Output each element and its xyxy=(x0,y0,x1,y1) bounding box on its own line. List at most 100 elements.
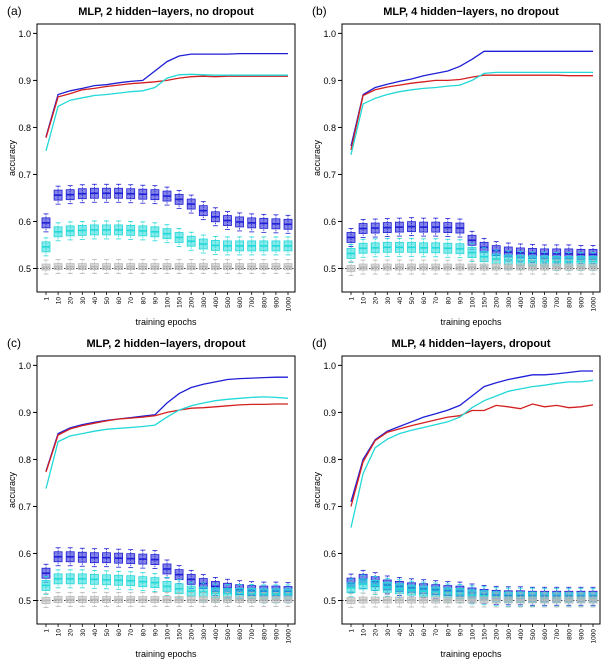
x-tick-label: 20 xyxy=(68,629,75,637)
box-gray xyxy=(407,259,416,275)
box-blue xyxy=(77,547,87,567)
x-tick-label: 70 xyxy=(433,297,440,305)
box-blue xyxy=(150,550,160,569)
box-gray xyxy=(77,259,87,275)
box-gray xyxy=(540,259,549,275)
x-tick-label: 150 xyxy=(177,297,184,308)
box-gray xyxy=(235,592,245,607)
box-gray xyxy=(114,259,123,275)
box-blue xyxy=(271,214,281,234)
box-cyan xyxy=(198,582,208,602)
x-tick-label: 900 xyxy=(578,297,585,308)
box-cyan xyxy=(370,238,380,258)
chart-panel-b: (b) MLP, 4 hidden−layers, no dropout 0.5 0.… xyxy=(312,4,601,327)
box-blue xyxy=(102,183,111,203)
box-gray xyxy=(65,592,75,607)
x-tick-label: 500 xyxy=(530,297,537,308)
panel-label: (a) xyxy=(7,4,22,18)
x-tick-label: 40 xyxy=(92,297,99,305)
box-gray xyxy=(479,259,489,275)
box-gray xyxy=(370,259,380,275)
box-cyan xyxy=(394,237,404,257)
x-tick-label: 50 xyxy=(409,297,416,305)
x-tick-label: 30 xyxy=(385,297,392,305)
box-gray xyxy=(210,592,220,607)
x-tick-label: 600 xyxy=(542,629,549,640)
box-blue xyxy=(53,547,63,567)
box-gray xyxy=(259,592,269,607)
x-tick-label: 1000 xyxy=(591,629,598,644)
box-cyan xyxy=(138,221,148,241)
line-red xyxy=(350,74,593,151)
box-gray xyxy=(346,261,356,276)
x-tick-label: 1 xyxy=(44,297,51,301)
box-blue xyxy=(419,217,429,237)
box-cyan xyxy=(138,572,148,592)
x-tick-label: 100 xyxy=(165,629,172,640)
line-blue xyxy=(350,50,593,147)
box-blue xyxy=(370,218,380,238)
box-gray xyxy=(370,592,380,608)
box-cyan xyxy=(162,224,172,244)
x-tick-label: 40 xyxy=(92,629,99,637)
box-gray xyxy=(528,259,537,275)
box-gray xyxy=(588,592,598,608)
box-gray xyxy=(382,592,392,608)
x-tick-label: 200 xyxy=(189,297,196,308)
box-blue xyxy=(382,218,392,237)
box-blue xyxy=(53,185,63,205)
box-gray xyxy=(41,593,51,608)
box-gray xyxy=(65,259,75,275)
x-tick-label: 500 xyxy=(225,297,232,308)
x-tick-label: 60 xyxy=(421,629,428,637)
box-gray xyxy=(564,259,574,275)
plot-frame xyxy=(341,355,601,625)
x-tick-label: 100 xyxy=(470,297,477,308)
box-gray xyxy=(126,592,136,607)
y-tick-label: 0.7 xyxy=(323,170,336,180)
x-tick-label: 70 xyxy=(128,629,135,637)
box-gray xyxy=(126,259,136,275)
x-tick-label: 1000 xyxy=(286,629,293,644)
y-tick-label: 0.7 xyxy=(323,502,336,512)
box-gray xyxy=(223,592,232,607)
y-tick-label: 0.8 xyxy=(18,123,31,133)
box-blue xyxy=(138,184,148,204)
box-blue xyxy=(210,207,220,227)
box-cyan xyxy=(283,236,293,256)
box-gray xyxy=(162,592,172,607)
x-tick-label: 200 xyxy=(494,629,501,640)
y-tick-label: 0.7 xyxy=(18,502,31,512)
box-gray xyxy=(283,592,293,607)
x-tick-label: 300 xyxy=(201,297,208,308)
x-tick-label: 1 xyxy=(44,629,51,633)
box-blue xyxy=(162,559,172,579)
box-gray xyxy=(53,592,63,607)
x-axis-label: training epochs xyxy=(440,317,502,327)
box-blue xyxy=(65,547,75,567)
x-tick-label: 150 xyxy=(482,629,489,640)
box-gray xyxy=(41,259,51,275)
box-gray xyxy=(210,259,220,275)
x-tick-label: 700 xyxy=(554,297,561,308)
box-gray xyxy=(77,592,87,607)
x-tick-label: 10 xyxy=(56,297,63,305)
box-cyan xyxy=(419,238,429,258)
box-cyan xyxy=(150,573,160,593)
x-tick-label: 900 xyxy=(273,297,280,308)
box-gray xyxy=(198,592,208,607)
box-cyan xyxy=(198,234,208,254)
line-blue xyxy=(45,376,288,472)
box-cyan xyxy=(431,238,441,258)
box-blue xyxy=(150,185,160,205)
plot-frame xyxy=(36,355,296,625)
box-gray xyxy=(138,259,148,275)
box-blue xyxy=(162,186,172,206)
box-cyan xyxy=(53,222,63,242)
box-cyan xyxy=(174,228,184,247)
y-tick-label: 0.5 xyxy=(18,596,31,606)
box-blue xyxy=(346,228,356,247)
x-tick-label: 800 xyxy=(261,297,268,308)
x-tick-label: 90 xyxy=(457,629,464,637)
